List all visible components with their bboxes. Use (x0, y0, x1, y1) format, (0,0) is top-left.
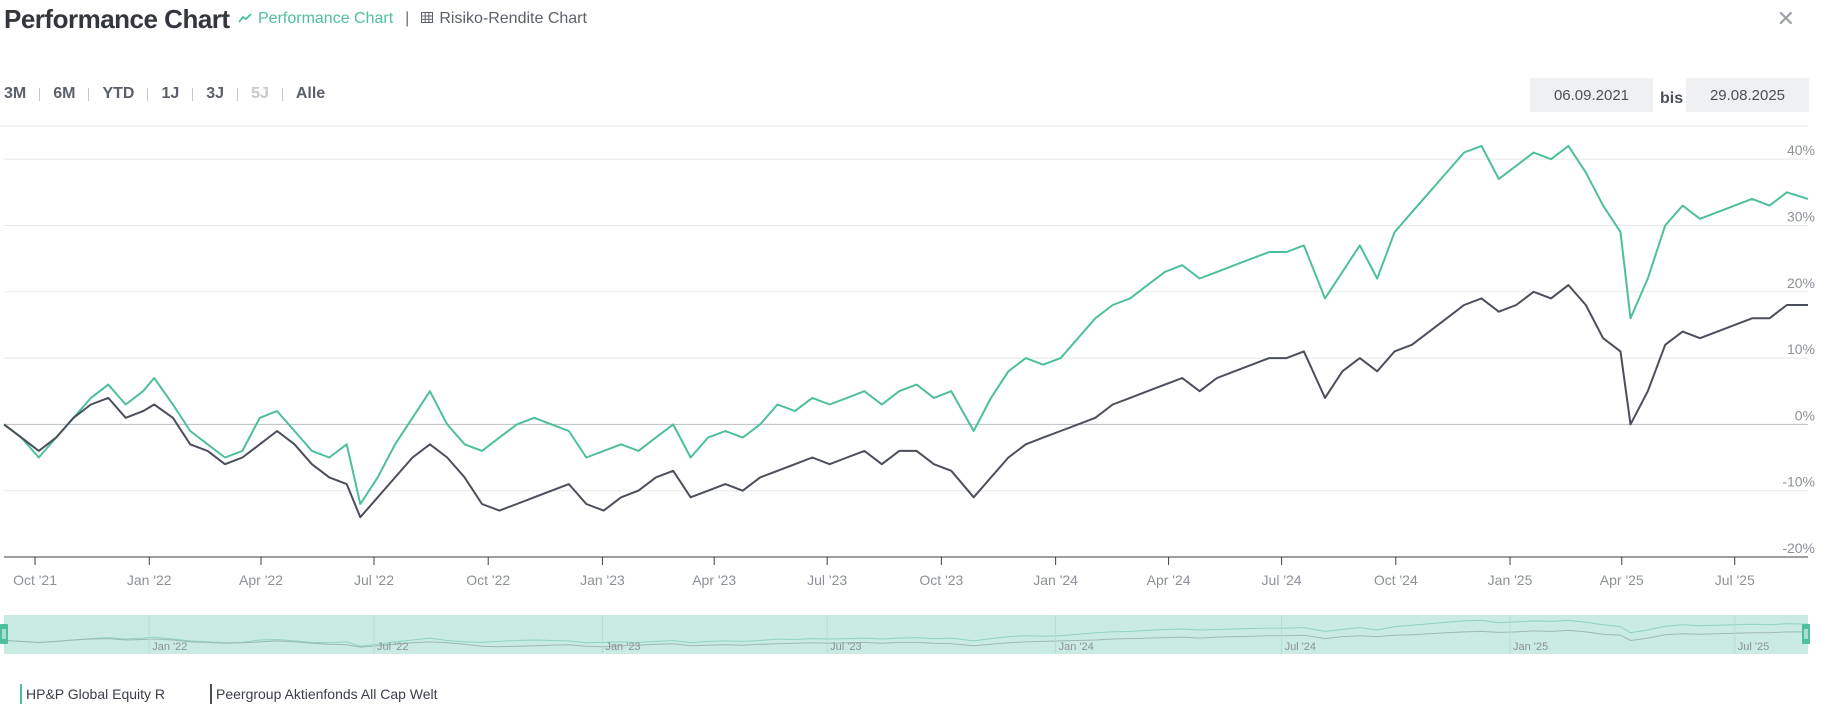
legend-item-fund[interactable]: HP&P Global Equity R (20, 684, 165, 704)
close-icon[interactable]: ✕ (1776, 6, 1795, 31)
tab-separator: | (405, 10, 410, 27)
navigator-tick-label: Jul '22 (377, 641, 408, 653)
legend-label-peer: Peergroup Aktienfonds All Cap Welt (216, 686, 438, 702)
range-separator (237, 87, 239, 101)
x-tick-label: Jul '24 (1262, 572, 1302, 588)
y-tick-label: 20% (1787, 275, 1815, 291)
navigator-handle-left[interactable] (0, 624, 8, 644)
x-tick-label: Apr '22 (239, 572, 283, 588)
x-tick-label: Jul '23 (807, 572, 847, 588)
x-tick-label: Oct '23 (919, 572, 963, 588)
line-chart-icon (238, 10, 252, 28)
tab-performance-label: Performance Chart (258, 10, 394, 27)
x-tick-label: Jan '22 (127, 572, 172, 588)
range-button-1j[interactable]: 1J (161, 85, 180, 102)
range-button-ytd[interactable]: YTD (102, 85, 135, 102)
range-separator (88, 87, 90, 101)
x-tick-label: Apr '25 (1600, 572, 1644, 588)
x-tick-label: Jan '23 (580, 572, 625, 588)
legend-swatch-fund (20, 684, 22, 704)
date-to-input[interactable]: 29.08.2025 (1686, 78, 1809, 112)
navigator-tick-label: Jan '22 (152, 641, 187, 653)
navigator-window (4, 615, 1808, 654)
x-tick-label: Oct '24 (1374, 572, 1418, 588)
x-tick-label: Jul '22 (354, 572, 394, 588)
legend-label-fund: HP&P Global Equity R (26, 686, 166, 702)
navigator-tick-label: Jan '25 (1513, 641, 1548, 653)
y-tick-label: 0% (1795, 407, 1815, 423)
range-button-5j[interactable]: 5J (251, 85, 269, 102)
x-tick-label: Jan '25 (1488, 572, 1533, 588)
tab-risk-return-chart[interactable]: Risiko-Rendite Chart (421, 10, 587, 28)
date-from-input[interactable]: 06.09.2021 (1530, 78, 1653, 112)
navigator-tick-label: Jan '23 (605, 641, 640, 653)
navigator-tick-label: Jan '24 (1059, 641, 1094, 653)
x-tick-label: Jan '24 (1033, 572, 1078, 588)
y-tick-label: 10% (1787, 341, 1815, 357)
range-selector: 3M 6M YTD 1J 3J 5J Alle (4, 85, 325, 103)
y-tick-label: 40% (1787, 142, 1815, 158)
navigator-tick-label: Jul '25 (1738, 641, 1769, 653)
range-button-6m[interactable]: 6M (53, 85, 76, 102)
page-title: Performance Chart (4, 4, 230, 34)
x-tick-label: Apr '23 (692, 572, 736, 588)
navigator-tick-label: Jul '23 (830, 641, 861, 653)
range-button-3j[interactable]: 3J (206, 85, 225, 102)
range-button-3m[interactable]: 3M (4, 85, 27, 102)
x-tick-label: Oct '22 (466, 572, 510, 588)
series-line-fund (3, 144, 1809, 505)
x-tick-label: Jul '25 (1715, 572, 1755, 588)
series-line-peer (3, 284, 1808, 519)
range-button-alle[interactable]: Alle (295, 85, 326, 102)
range-separator (281, 87, 283, 101)
y-tick-label: -10% (1782, 474, 1815, 490)
y-tick-label: 30% (1787, 208, 1815, 224)
chart-tabs: Performance Chart | Risiko-Rendite Chart (238, 10, 587, 28)
range-separator (147, 87, 149, 101)
x-tick-label: Oct '21 (13, 572, 57, 588)
navigator-handle-right[interactable] (1802, 624, 1810, 644)
legend-swatch-peer (210, 684, 212, 704)
range-separator (192, 87, 194, 101)
table-icon (421, 10, 434, 28)
tab-performance-chart[interactable]: Performance Chart (238, 10, 393, 28)
tab-risk-label: Risiko-Rendite Chart (439, 10, 587, 27)
legend-item-peer[interactable]: Peergroup Aktienfonds All Cap Welt (210, 684, 438, 704)
range-separator (39, 87, 41, 101)
navigator-tick-label: Jul '24 (1285, 641, 1316, 653)
x-tick-label: Apr '24 (1147, 572, 1191, 588)
y-tick-label: -20% (1782, 540, 1815, 556)
bis-label: bis (1660, 90, 1684, 107)
